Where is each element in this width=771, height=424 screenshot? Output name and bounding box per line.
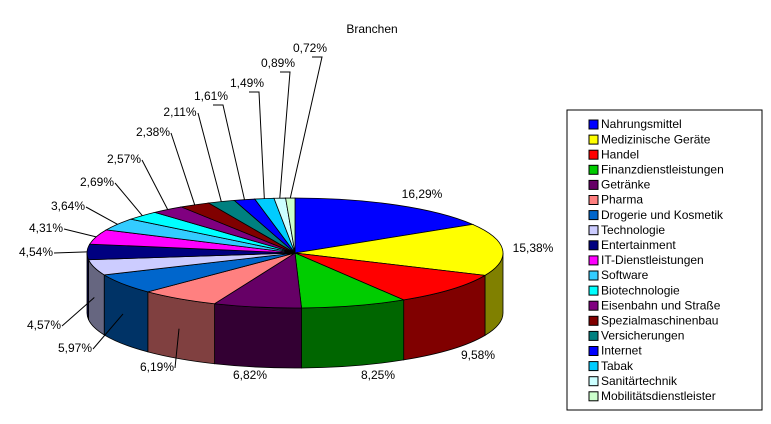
legend-label: Biotechnologie — [601, 283, 680, 297]
slice — [294, 197, 475, 254]
legend-label: Finanzdienstleistungen — [601, 162, 724, 176]
legend-label: Spezialmaschinenbau — [601, 313, 718, 327]
legend-swatch — [588, 134, 599, 145]
data-label: 6,82% — [233, 368, 267, 382]
leader-line — [63, 228, 97, 238]
data-label: 2,11% — [163, 105, 196, 119]
legend-label: Pharma — [601, 193, 643, 207]
legend-label: Entertainment — [601, 238, 676, 252]
legend-label: Medizinische Geräte — [601, 132, 711, 146]
leader-line — [213, 104, 245, 200]
data-label: 2,69% — [80, 175, 114, 189]
data-label: 2,38% — [136, 125, 170, 139]
leader-line — [114, 182, 143, 216]
legend-label: Eisenbahn und Straße — [601, 298, 721, 312]
legend-swatch — [588, 119, 599, 130]
legend-label: Technologie — [601, 223, 665, 237]
legend-swatch — [588, 346, 599, 356]
legend-swatch — [588, 300, 599, 311]
slice — [294, 223, 504, 276]
legend-swatch — [588, 361, 599, 372]
data-label: 3,64% — [51, 199, 85, 213]
legend-swatch — [588, 391, 599, 402]
leader-line — [85, 206, 118, 225]
data-label: 5,97% — [58, 341, 92, 355]
leader-line — [289, 56, 323, 199]
legend-swatch — [588, 164, 599, 175]
data-label: 4,57% — [27, 318, 61, 332]
data-label: 1,61% — [194, 89, 228, 103]
legend-swatch — [588, 240, 599, 251]
legend-swatch — [588, 179, 599, 190]
legend-swatch — [588, 285, 599, 296]
legend-swatch — [588, 210, 599, 221]
data-label: 0,72% — [293, 41, 327, 55]
data-label: 4,54% — [19, 245, 53, 259]
slice — [294, 252, 406, 309]
legend-label: Drogerie und Kosmetik — [601, 208, 724, 222]
slice-side — [301, 299, 405, 369]
leader-line — [170, 132, 196, 205]
data-label: 1,49% — [230, 76, 264, 90]
data-label: 15,38% — [513, 241, 554, 255]
legend-label: Tabak — [601, 359, 634, 373]
legend-swatch — [588, 376, 599, 387]
legend-label: Sanitärtechnik — [601, 374, 678, 388]
slice — [294, 252, 487, 301]
leader-line — [249, 91, 265, 199]
legend-swatch — [588, 225, 599, 236]
legend-label: Software — [601, 268, 649, 282]
leader-line — [174, 328, 180, 369]
legend-label: Getränke — [601, 178, 651, 192]
slice-side — [214, 303, 302, 369]
legend-swatch — [588, 195, 599, 205]
data-label: 0,89% — [261, 56, 295, 70]
legend-label: Versicherungen — [601, 329, 684, 343]
legend-label: Mobilitätsdienstleister — [601, 389, 716, 403]
leader-line — [53, 251, 88, 254]
legend-swatch — [588, 270, 599, 281]
legend-swatch — [588, 149, 599, 160]
data-label: 6,19% — [140, 360, 174, 374]
legend-box — [566, 109, 763, 411]
slice-side — [86, 252, 89, 320]
leader-line — [92, 313, 124, 350]
legend-swatch — [588, 315, 599, 326]
leader-line — [279, 71, 291, 199]
data-label: 9,58% — [461, 348, 495, 362]
legend-swatch — [588, 255, 599, 266]
legend-label: Handel — [601, 147, 639, 161]
legend-label: IT-Dienstleistungen — [601, 253, 704, 267]
legend-label: Internet — [601, 344, 642, 358]
leader-line — [197, 112, 222, 202]
leader-line — [141, 159, 169, 210]
data-label: 4,31% — [29, 221, 63, 235]
data-label: 2,57% — [107, 152, 141, 166]
chart-title: Branchen — [346, 22, 397, 36]
leader-line — [61, 297, 95, 327]
legend-label: Nahrungsmittel — [601, 117, 682, 131]
data-label: 8,25% — [361, 368, 395, 382]
legend-swatch — [588, 330, 599, 341]
data-label: 16,29% — [402, 187, 443, 201]
